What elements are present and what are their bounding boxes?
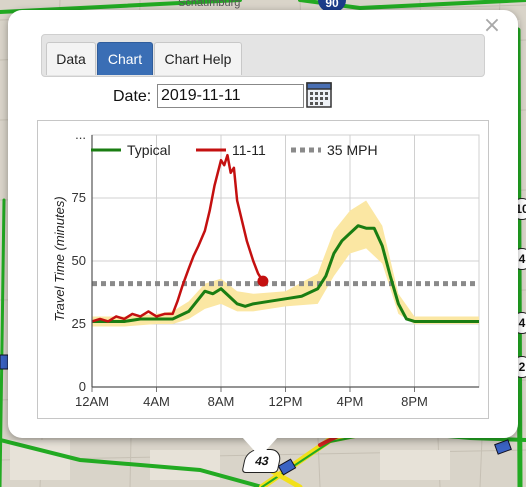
- tab-chart-help[interactable]: Chart Help: [154, 42, 242, 75]
- typical-range-area: [92, 200, 479, 327]
- chart-series: [91, 153, 479, 323]
- date-label: Date:: [113, 88, 152, 105]
- x-tick-label: 4AM: [143, 394, 170, 409]
- legend-label: Typical: [127, 142, 171, 158]
- y-tick-label: 75: [72, 190, 86, 205]
- tab-bar: Data Chart Chart Help: [41, 34, 485, 77]
- date-input[interactable]: [157, 84, 304, 108]
- close-button[interactable]: ×: [482, 13, 502, 38]
- legend-label: 11-11: [232, 142, 266, 158]
- chart-frame: 0 25 50 75... 12AM 4AM 8AM 12PM 4PM 8PM Typical 11…: [37, 120, 489, 419]
- x-tick-label: 12AM: [75, 394, 109, 409]
- chart-axes: 0 25 50 75... 12AM 4AM 8AM 12PM 4PM 8PM: [72, 127, 479, 409]
- legend-label: 35 MPH: [327, 142, 378, 158]
- map-town-label: Schaumburg: [178, 0, 241, 9]
- tab-data[interactable]: Data: [46, 42, 96, 75]
- x-tick-label: 8AM: [208, 394, 235, 409]
- chart-grid: [91, 134, 480, 388]
- y-tick-label: 25: [72, 316, 86, 331]
- calendar-icon[interactable]: [306, 82, 332, 108]
- y-axis-title: Travel Time (minutes): [52, 196, 67, 321]
- y-tick-label: ...: [75, 127, 86, 142]
- chart-legend: Typical 11-11 35 MPH: [91, 142, 378, 158]
- typical-line: [92, 224, 479, 323]
- typical-range-band: [92, 200, 479, 327]
- today-end-marker: [257, 275, 269, 287]
- today-line: [91, 153, 264, 323]
- x-tick-label: 4PM: [337, 394, 364, 409]
- tab-chart[interactable]: Chart: [97, 42, 153, 75]
- travel-time-chart: 0 25 50 75... 12AM 4AM 8AM 12PM 4PM 8PM Typical 11…: [52, 127, 480, 409]
- y-tick-label: 50: [72, 253, 86, 268]
- y-tick-label: 0: [79, 379, 86, 394]
- popup-pointer: [242, 437, 278, 457]
- x-tick-label: 8PM: [401, 394, 428, 409]
- x-tick-label: 12PM: [269, 394, 303, 409]
